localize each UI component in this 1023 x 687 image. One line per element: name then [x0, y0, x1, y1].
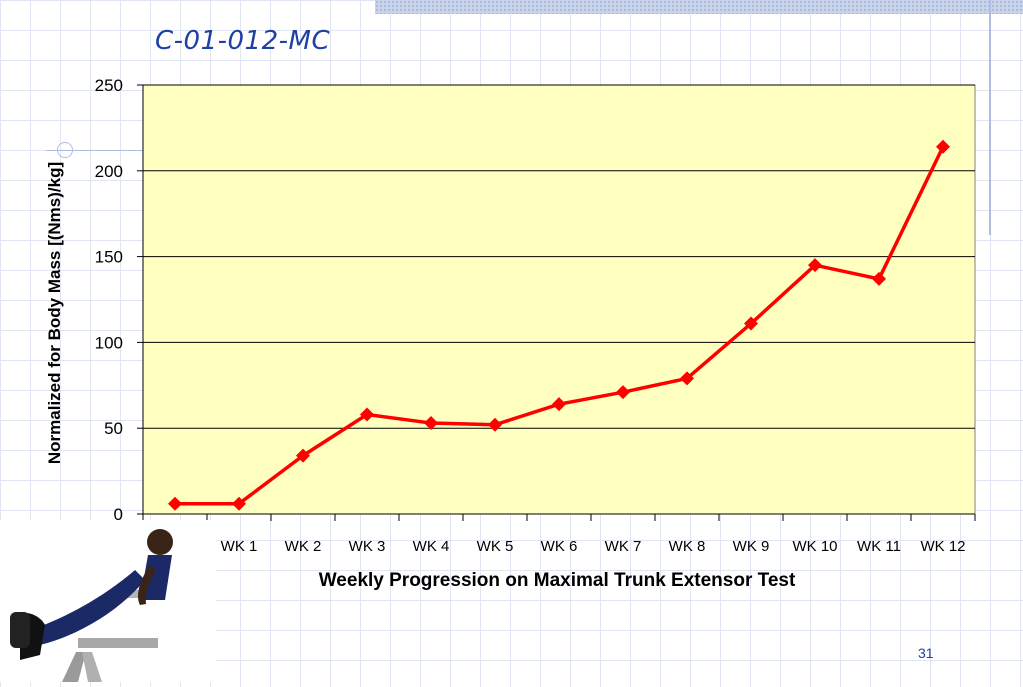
- x-tick-label: WK 7: [605, 538, 642, 555]
- y-tick-label: 150: [95, 248, 123, 267]
- data-point: [616, 385, 630, 400]
- decorative-left-rule: [46, 150, 146, 151]
- data-point: [872, 271, 886, 286]
- x-tick-label: WK 12: [920, 538, 965, 555]
- page-number: 31: [918, 645, 934, 661]
- y-axis-label: Normalized for Body Mass [(Nms)/kg]: [45, 162, 64, 464]
- slide-title: C-01-012-MC: [155, 26, 331, 56]
- x-tick-label: WK 6: [541, 538, 578, 555]
- series-layer: [168, 139, 950, 511]
- x-tick-label: WK 5: [477, 538, 514, 555]
- x-tick-label: WK 9: [733, 538, 770, 555]
- data-point: [680, 371, 694, 386]
- y-axis-ticks: 0 50 100 150 200 250: [95, 76, 143, 524]
- x-tick-label: WK 2: [285, 538, 322, 555]
- x-tick-label: WK 1: [221, 538, 258, 555]
- y-tick-label: 100: [95, 333, 123, 352]
- data-point: [424, 416, 438, 431]
- data-point: [488, 417, 502, 432]
- y-tick-label: 50: [104, 419, 123, 438]
- x-tick-label: WK 4: [413, 538, 450, 555]
- data-point: [360, 407, 374, 422]
- y-tick-label: 200: [95, 162, 123, 181]
- y-tick-label: 0: [114, 505, 123, 524]
- x-tick-label: WK 10: [792, 538, 837, 555]
- y-tick-label: 250: [95, 76, 123, 95]
- data-point: [296, 448, 310, 463]
- data-point: [168, 496, 182, 511]
- grid-lines: [143, 84, 975, 429]
- x-axis-label: Weekly Progression on Maximal Trunk Exte…: [319, 570, 796, 591]
- decorative-right-rule: [989, 0, 991, 235]
- x-tick-label: WK 11: [857, 538, 901, 555]
- data-point: [232, 496, 246, 511]
- data-point: [552, 397, 566, 412]
- person-trunk-extension-icon: [10, 529, 173, 682]
- data-point: [936, 139, 950, 154]
- plot-area: [142, 84, 976, 515]
- decorative-circle: [57, 142, 73, 158]
- exercise-photo: [0, 520, 216, 682]
- x-axis-ticks: WK 1 WK 2 WK 3 WK 4 WK 5 WK 6 WK 7 WK 8 WK 9 WK 1…: [142, 514, 976, 555]
- x-tick-label: WK 8: [669, 538, 706, 555]
- x-tick-label: WK 3: [349, 538, 386, 555]
- data-point: [808, 258, 822, 273]
- decorative-top-band: [375, 0, 1023, 14]
- data-point: [744, 316, 758, 331]
